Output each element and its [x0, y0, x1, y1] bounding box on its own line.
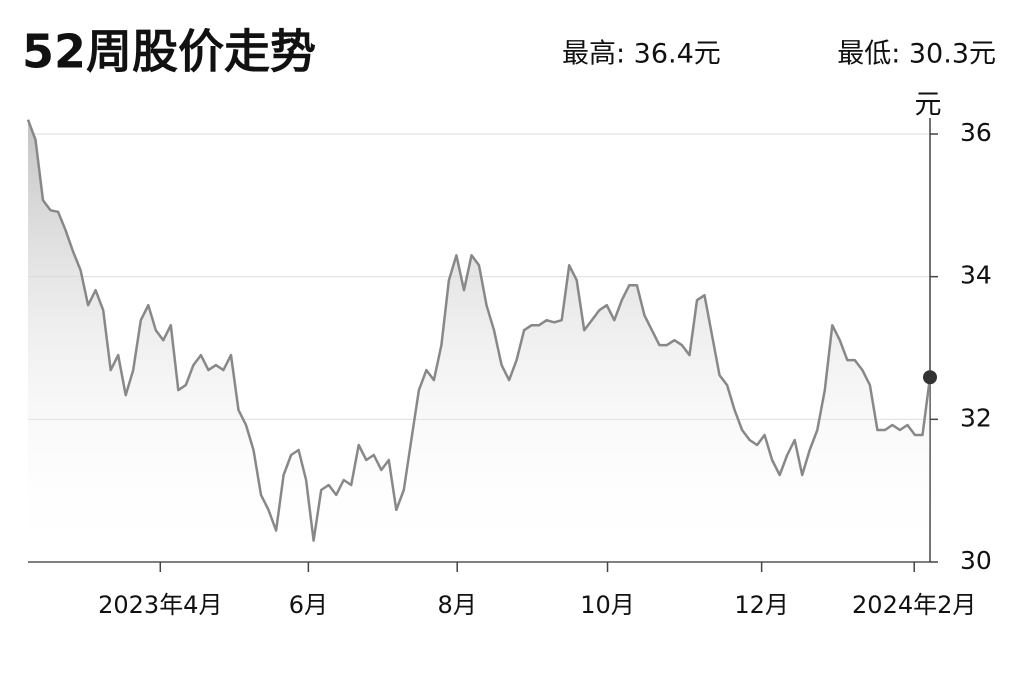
summary-low: 最低: 30.3元 [837, 39, 996, 70]
y-tick-label: 30 [960, 546, 992, 575]
end-point [923, 370, 937, 385]
x-tick-label: 12月 [734, 591, 789, 619]
x-tick-label: 6月 [289, 591, 328, 619]
y-tick-label: 34 [960, 261, 992, 290]
x-tick-label: 8月 [438, 591, 477, 619]
x-tick-label: 2023年4月 [98, 591, 222, 619]
x-tick-label: 10月 [580, 591, 635, 619]
summary-high: 最高: 36.4元 [562, 39, 721, 70]
y-tick-label: 32 [960, 403, 992, 432]
price-line [26, 119, 932, 542]
x-tick-label: 2024年2月 [852, 591, 976, 619]
chart-title: 52周股价走势 [22, 25, 316, 79]
y-tick-label: 36 [960, 118, 992, 147]
y-unit: 元 [915, 90, 942, 121]
